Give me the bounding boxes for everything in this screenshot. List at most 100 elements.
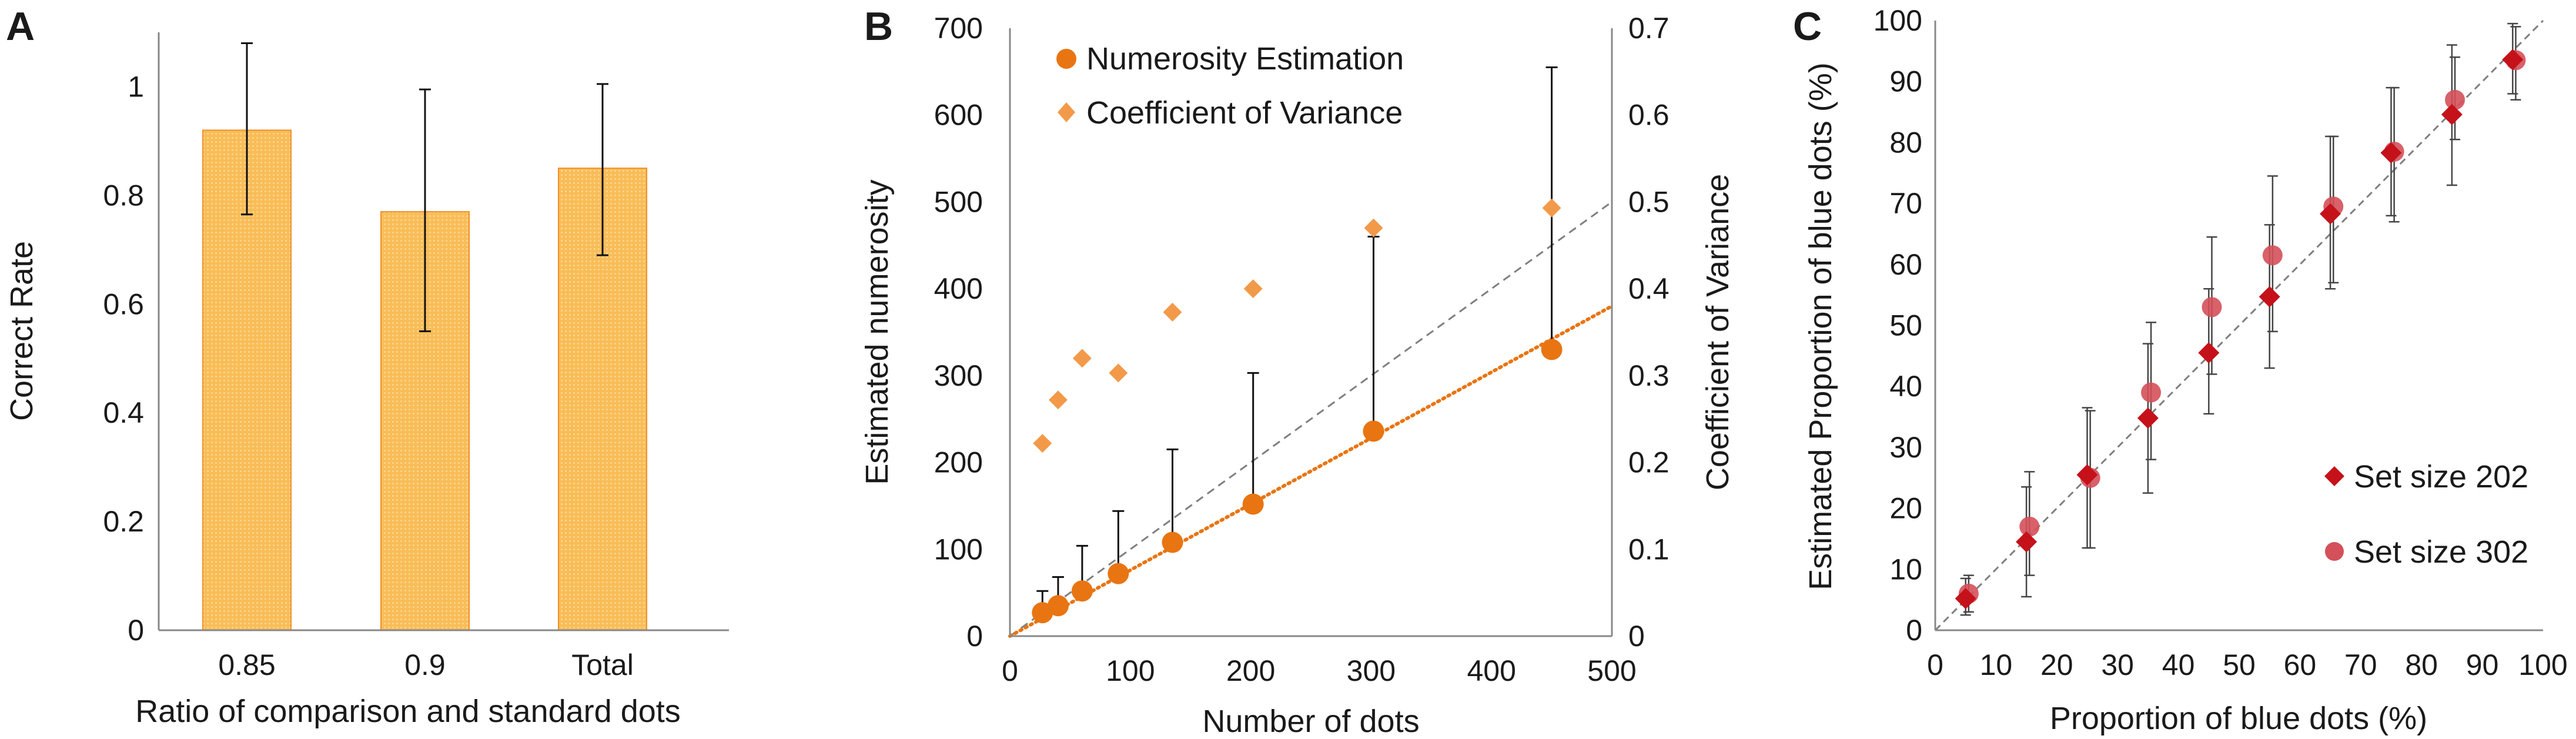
panel-b-y2tick-label: 0.4 — [1628, 272, 1670, 305]
panel-c-xtick-label: 100 — [2518, 648, 2567, 681]
panel-b-y2tick-label: 0.7 — [1628, 12, 1670, 45]
panel-b-ytick-label: 100 — [934, 533, 983, 566]
cv-point — [1163, 303, 1182, 322]
panel-b-ytick-label: 600 — [934, 99, 983, 132]
legend-coefficient-of-variance: Coefficient of Variance — [1086, 95, 1403, 131]
set-size-302-point — [2019, 516, 2040, 537]
numerosity-point — [1242, 493, 1264, 515]
panel-b-y2tick-label: 0.5 — [1628, 185, 1670, 218]
panel-b-xtick-label: 0 — [1002, 654, 1018, 687]
numerosity-point — [1047, 595, 1069, 617]
panel-b-ytick-label: 700 — [934, 12, 983, 45]
set-size-202-point — [2076, 464, 2098, 486]
panel-c-ytick-label: 40 — [1889, 370, 1922, 403]
panel-c-xtick-label: 40 — [2162, 648, 2195, 681]
panel-b-ytick-label: 200 — [934, 446, 983, 479]
numerosity-point — [1541, 339, 1563, 360]
legend-set-size-202: Set size 202 — [2354, 459, 2528, 494]
legend-set-size-302: Set size 302 — [2354, 534, 2528, 570]
panel-c-ytick-label: 0 — [1906, 614, 1922, 647]
panel-b-y2tick-label: 0.2 — [1628, 446, 1670, 479]
set-size-302-point — [2141, 382, 2162, 403]
cv-point — [1109, 363, 1128, 383]
panel-c-xlabel: Proportion of blue dots (%) — [2050, 701, 2427, 736]
panel-c-ytick-label: 20 — [1889, 492, 1922, 525]
panel-c-xtick-label: 30 — [2101, 648, 2134, 681]
cv-point — [1048, 390, 1068, 410]
cv-point — [1542, 198, 1561, 218]
panel-c-ytick-label: 10 — [1889, 553, 1922, 586]
set-size-202-point — [2259, 286, 2280, 307]
numerosity-point — [1363, 420, 1384, 442]
legend-numerosity-estimation: Numerosity Estimation — [1086, 41, 1404, 76]
panel-a-ytick-label: 0.8 — [103, 179, 144, 212]
panel-a-xtick-label: 0.9 — [404, 648, 446, 681]
panel-a-letter: A — [6, 4, 35, 49]
panel-b: B 0 100 200 300 400 500 600 700 0 0.1 0.2 0.3 0.4 0.5… — [859, 4, 1735, 739]
panel-a-xlabel: Ratio of comparison and standard dots — [135, 694, 681, 729]
panel-a-ylabel: Correct Rate — [4, 241, 39, 421]
panel-b-xtick-label: 400 — [1467, 654, 1516, 687]
set-size-202-point — [2380, 142, 2402, 164]
panel-c-ytick-label: 60 — [1889, 248, 1922, 281]
panel-b-xtick-label: 100 — [1106, 654, 1155, 687]
panel-a: A 0 0.2 0.4 0.6 0.8 1 0.85 0.9 Total Ratio of co… — [4, 4, 729, 729]
panel-b-legend: Numerosity Estimation Coefficient of Var… — [1056, 41, 1404, 131]
panel-c-xtick-label: 80 — [2405, 648, 2438, 681]
panel-b-ytick-label: 0 — [966, 620, 983, 653]
panel-b-ytick-label: 300 — [934, 359, 983, 392]
panel-c-ytick-label: 50 — [1889, 309, 1922, 342]
set-size-302-point — [2262, 245, 2283, 266]
panel-b-y2tick-label: 0 — [1628, 620, 1645, 653]
panel-a-xtick-label: 0.85 — [218, 648, 275, 681]
panel-b-xlabel: Number of dots — [1202, 704, 1419, 739]
panel-b-xtick-label: 500 — [1587, 654, 1636, 687]
panel-b-marks: 0 100 200 300 400 500 600 700 0 0.1 0.2 0.3 0.4 0.5 0.… — [934, 12, 1670, 687]
panel-c-ylabel: Estimated Proportion of blue dots (%) — [1803, 62, 1838, 590]
cv-point — [1072, 349, 1092, 368]
numerosity-point — [1071, 580, 1093, 602]
panel-b-xtick-label: 300 — [1347, 654, 1396, 687]
panel-b-identity-line — [1009, 201, 1612, 637]
panel-c-legend: Set size 202 Set size 302 — [2324, 459, 2528, 570]
set-size-202-point — [2441, 103, 2463, 125]
panel-a-marks: 0 0.2 0.4 0.6 0.8 1 0.85 0.9 Total — [103, 42, 647, 681]
panel-c-letter: C — [1793, 4, 1822, 49]
panel-c-xtick-label: 60 — [2284, 648, 2317, 681]
legend-diamond-marker — [2324, 466, 2344, 486]
panel-b-ytick-label: 400 — [934, 272, 983, 305]
panel-b-y2tick-label: 0.3 — [1628, 359, 1670, 392]
panel-c-ytick-label: 90 — [1889, 65, 1922, 98]
set-size-202-point — [1955, 588, 1976, 610]
panel-a-ytick-label: 0.4 — [103, 396, 144, 429]
set-size-202-point — [2502, 49, 2524, 71]
panel-b-y2tick-label: 0.6 — [1628, 99, 1670, 132]
panel-c-ytick-label: 70 — [1889, 187, 1922, 220]
set-size-202-point — [2137, 407, 2159, 429]
panel-a-ytick-label: 1 — [128, 70, 144, 103]
panel-a-ytick-label: 0.6 — [103, 287, 144, 320]
set-size-202-point — [2320, 203, 2341, 225]
panel-a-xtick-label: Total — [571, 648, 634, 681]
cv-point — [1033, 434, 1052, 453]
panel-c: C 0 10 20 30 40 50 60 70 80 90 100 0 10 20 30 40 50 60 70 8… — [1793, 4, 2568, 736]
numerosity-point — [1162, 531, 1183, 553]
legend-circle-marker — [1056, 49, 1076, 69]
set-size-302-point — [2445, 89, 2465, 110]
panel-c-marks: 0 10 20 30 40 50 60 70 80 90 100 0 10 20 30 40 50 60 70 80 9… — [1874, 4, 2568, 681]
panel-b-letter: B — [864, 4, 893, 49]
panel-c-ytick-label: 100 — [1874, 4, 1922, 37]
set-size-202-point — [2016, 531, 2038, 553]
cv-point — [1364, 218, 1383, 238]
cv-point — [1243, 279, 1263, 299]
panel-b-ylabel2: Coefficient of Variance — [1700, 174, 1735, 490]
panel-c-ytick-label: 30 — [1889, 431, 1922, 464]
legend-diamond-marker — [1058, 102, 1075, 122]
set-size-302-point — [2202, 297, 2222, 317]
set-size-202-point — [2198, 342, 2220, 364]
panel-c-xtick-label: 70 — [2344, 648, 2377, 681]
panel-b-y2tick-label: 0.1 — [1628, 533, 1670, 566]
panel-c-ytick-label: 80 — [1889, 126, 1922, 159]
panel-b-trend-line — [1008, 304, 1614, 638]
